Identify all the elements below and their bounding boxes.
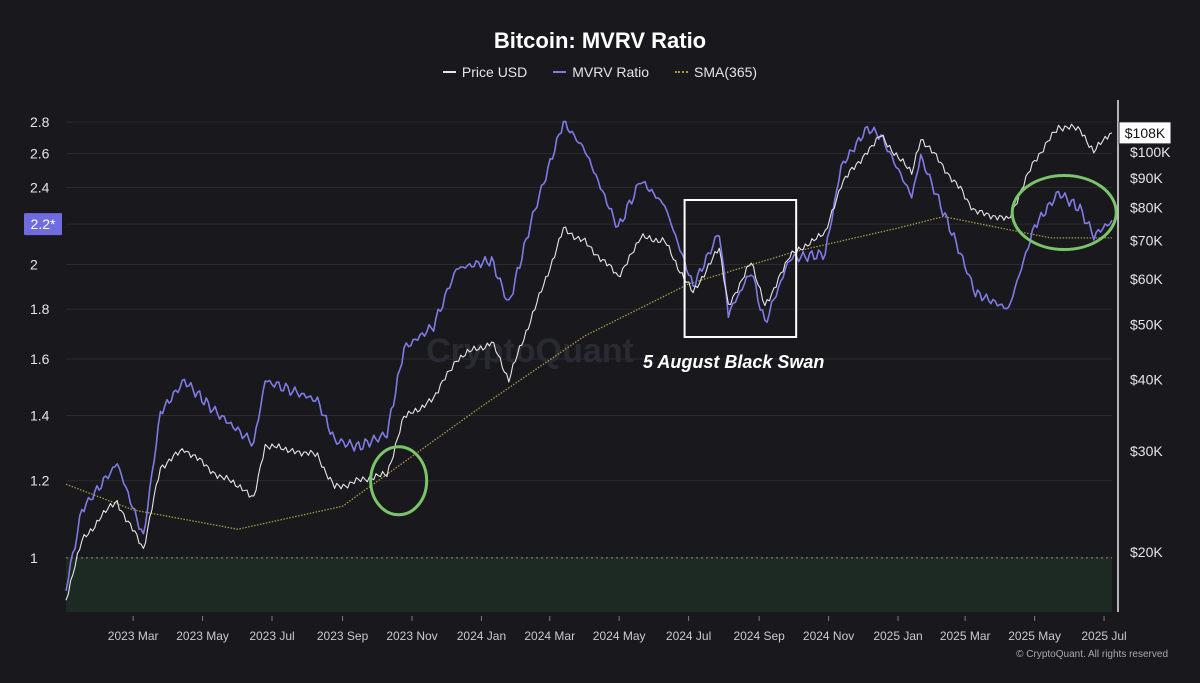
left-tick-label-4: 1.8 bbox=[30, 301, 50, 317]
x-tick-label-2: 2023 Jul bbox=[249, 629, 294, 643]
right-tick-label-5: $70K bbox=[1130, 233, 1163, 249]
copyright-credit: © CryptoQuant. All rights reserved bbox=[1016, 649, 1168, 660]
right-current-value-label: $108K bbox=[1125, 125, 1166, 141]
legend-swatch-sma bbox=[675, 71, 689, 73]
left-tick-label-8: 2.6 bbox=[30, 145, 50, 161]
x-tick-label-9: 2024 Sep bbox=[733, 629, 785, 643]
left-tick-label-0: 1 bbox=[30, 550, 38, 566]
annotation-circle-2025 bbox=[1010, 174, 1118, 252]
left-current-value-label: 2.2* bbox=[31, 216, 56, 232]
series-line-mvrv-ratio bbox=[65, 120, 1113, 592]
right-tick-label-3: $50K bbox=[1130, 316, 1163, 332]
x-tick-label-13: 2025 May bbox=[1008, 629, 1061, 643]
x-tick-label-0: 2023 Mar bbox=[108, 629, 159, 643]
legend-label-mvrv: MVRV Ratio bbox=[572, 64, 650, 80]
left-tick-label-3: 1.6 bbox=[30, 351, 50, 367]
annotation-circle-2023 bbox=[369, 445, 429, 517]
x-tick-label-8: 2024 Jul bbox=[666, 629, 711, 643]
annotation-black-swan: 5 August Black Swan bbox=[643, 352, 825, 372]
right-tick-label-1: $30K bbox=[1130, 443, 1163, 459]
legend-label-price: Price USD bbox=[461, 64, 528, 80]
x-tick-label-7: 2024 May bbox=[593, 629, 646, 643]
left-tick-label-9: 2.8 bbox=[30, 114, 50, 130]
right-current-value-badge bbox=[1118, 121, 1172, 145]
chart-title: Bitcoin: MVRV Ratio bbox=[493, 28, 707, 53]
x-tick-label-10: 2024 Nov bbox=[803, 629, 854, 643]
left-tick-label-2: 1.4 bbox=[30, 407, 50, 423]
right-tick-label-4: $60K bbox=[1130, 271, 1163, 287]
left-tick-label-7: 2.4 bbox=[30, 179, 50, 195]
watermark: CryptoQuant bbox=[426, 332, 634, 370]
legend-label-sma: SMA(365) bbox=[694, 64, 758, 80]
x-tick-label-3: 2023 Sep bbox=[317, 629, 369, 643]
legend-item-price[interactable]: Price USD bbox=[442, 64, 528, 80]
annotation-box-black-swan bbox=[683, 199, 798, 338]
right-tick-label-0: $20K bbox=[1130, 544, 1163, 560]
series-line-sma365 bbox=[65, 215, 1112, 530]
chart-legend: Price USD MVRV Ratio SMA(365) bbox=[0, 64, 1200, 80]
right-tick-label-6: $80K bbox=[1130, 199, 1163, 215]
x-tick-label-6: 2024 Mar bbox=[524, 629, 575, 643]
legend-swatch-mvrv bbox=[553, 71, 567, 73]
left-tick-label-1: 1.2 bbox=[30, 473, 50, 489]
legend-item-sma[interactable]: SMA(365) bbox=[675, 64, 757, 80]
x-tick-label-14: 2025 Jul bbox=[1081, 629, 1126, 643]
undervalued-zone bbox=[66, 557, 1112, 612]
series-line-price-usd bbox=[65, 123, 1113, 601]
x-tick-label-5: 2024 Jan bbox=[457, 629, 506, 643]
x-tick-label-1: 2023 May bbox=[176, 629, 229, 643]
legend-item-mvrv[interactable]: MVRV Ratio bbox=[553, 64, 649, 80]
right-tick-label-7: $90K bbox=[1130, 170, 1163, 186]
left-current-value-badge bbox=[24, 213, 62, 236]
legend-swatch-price bbox=[442, 71, 456, 73]
right-tick-label-8: $100K bbox=[1130, 144, 1171, 160]
x-tick-label-4: 2023 Nov bbox=[386, 629, 437, 643]
right-tick-label-2: $40K bbox=[1130, 372, 1163, 388]
x-tick-label-12: 2025 Mar bbox=[940, 629, 991, 643]
x-tick-label-11: 2025 Jan bbox=[873, 629, 922, 643]
left-tick-label-5: 2 bbox=[30, 257, 38, 273]
